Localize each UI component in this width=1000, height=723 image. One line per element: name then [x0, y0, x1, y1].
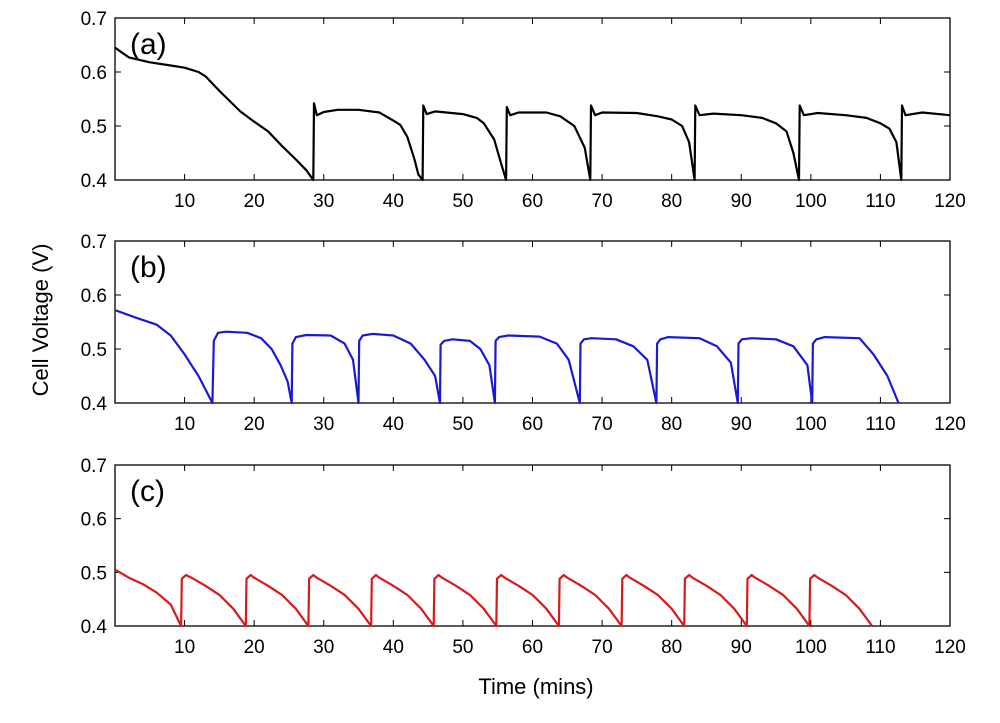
x-tick-label: 100	[795, 414, 827, 435]
x-tick-label: 40	[383, 191, 404, 212]
y-tick-label: 0.4	[81, 394, 108, 415]
series-line	[114, 568, 873, 628]
x-tick-label: 50	[452, 414, 473, 435]
x-tick-label: 100	[795, 637, 827, 658]
x-tick-label: 40	[383, 637, 404, 658]
x-tick-label: 110	[865, 191, 895, 212]
y-tick-label: 0.6	[81, 286, 107, 307]
x-tick-label: 10	[174, 414, 195, 435]
x-tick-label: 30	[313, 637, 334, 658]
x-tick-label: 110	[865, 414, 895, 435]
series-line	[114, 46, 951, 182]
panels: 10 20 30 40 50 60 70 80 90 100 110 120 0.4 0.5 0.6 0.7 (…	[81, 9, 966, 658]
y-tick-label: 0.5	[81, 117, 107, 138]
x-tick-label: 50	[452, 191, 473, 212]
x-tick-label: 100	[795, 191, 827, 212]
x-tick-label: 40	[383, 414, 404, 435]
panel-c: 10 20 30 40 50 60 70 80 90 100 110 120 0.4 0.5 0.6 0.7 (…	[81, 456, 966, 658]
x-tick-label: 70	[592, 191, 613, 212]
x-tick-label: 30	[313, 414, 334, 435]
x-tick-label: 110	[865, 637, 895, 658]
x-tick-label: 60	[522, 191, 543, 212]
panel-b: 10 20 30 40 50 60 70 80 90 100 110 120 0.4 0.5 0.6 0.7 (…	[81, 232, 966, 435]
x-tick-label: 20	[244, 637, 265, 658]
y-tick-label: 0.5	[81, 563, 107, 584]
x-tick-label: 50	[452, 637, 473, 658]
x-tick-label: 90	[731, 637, 752, 658]
x-axis-title: Time (mins)	[478, 674, 593, 699]
series-line	[114, 309, 900, 405]
plot-frame	[114, 464, 951, 627]
x-tick-label: 70	[592, 637, 613, 658]
x-tick-label: 80	[661, 414, 682, 435]
y-tick-label: 0.4	[81, 171, 108, 192]
plot-frame	[114, 240, 951, 404]
x-tick-label: 90	[731, 191, 752, 212]
x-tick-label: 120	[934, 637, 966, 658]
x-tick-label: 120	[934, 191, 966, 212]
y-tick-label: 0.7	[81, 232, 107, 253]
x-tick-label: 30	[313, 191, 334, 212]
y-axis-title: Cell Voltage (V)	[28, 244, 53, 397]
y-tick-label: 0.7	[81, 456, 107, 477]
x-tick-label: 20	[244, 191, 265, 212]
x-tick-label: 60	[522, 637, 543, 658]
x-tick-label: 90	[731, 414, 752, 435]
x-tick-label: 20	[244, 414, 265, 435]
x-tick-label: 120	[934, 414, 966, 435]
x-tick-label: 10	[174, 637, 195, 658]
x-tick-label: 80	[661, 191, 682, 212]
y-tick-label: 0.4	[81, 617, 108, 638]
y-tick-label: 0.7	[81, 9, 107, 30]
plot-frame	[114, 17, 951, 181]
y-tick-label: 0.6	[81, 510, 107, 531]
panel-a: 10 20 30 40 50 60 70 80 90 100 110 120 0.4 0.5 0.6 0.7 (…	[81, 9, 966, 212]
panel-label: (a)	[130, 28, 167, 61]
x-tick-label: 10	[174, 191, 195, 212]
y-tick-label: 0.6	[81, 63, 107, 84]
x-tick-label: 60	[522, 414, 543, 435]
panel-label: (c)	[130, 475, 165, 508]
x-tick-label: 70	[592, 414, 613, 435]
panel-label: (b)	[130, 251, 167, 284]
x-tick-label: 80	[661, 637, 682, 658]
y-tick-label: 0.5	[81, 340, 107, 361]
